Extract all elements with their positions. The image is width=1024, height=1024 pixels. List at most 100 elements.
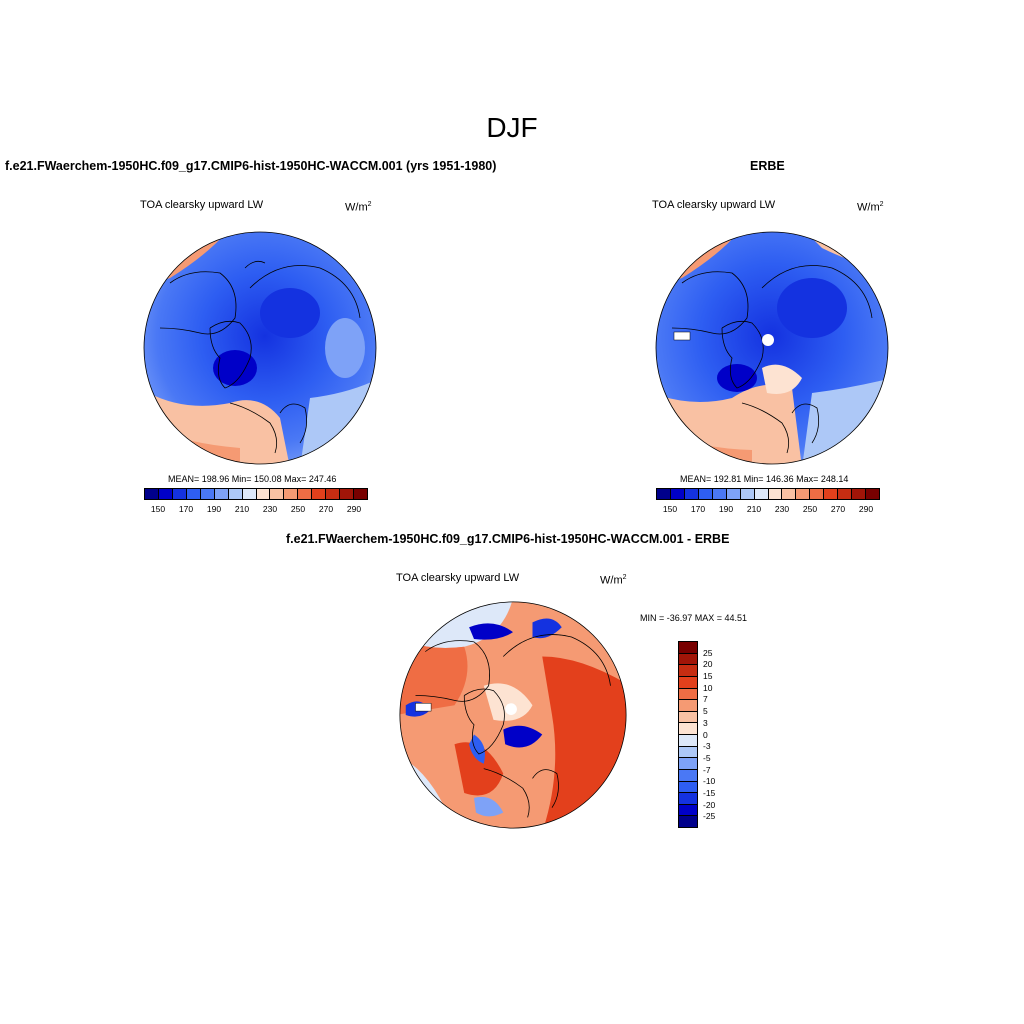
panel3-colorbar-tick-label: -25 (703, 811, 716, 822)
panel1-variable-label: TOA clearsky upward LW (140, 199, 264, 211)
panel2-colorbar-swatch (866, 489, 879, 499)
panel1-colorbar-tick-label: 190 (206, 504, 222, 514)
panel1-colorbar-swatch (312, 489, 327, 499)
panel3-colorbar-swatches (678, 641, 698, 828)
panel2-colorbar-swatch (852, 489, 867, 499)
panel3-colorbar-swatch (679, 700, 697, 712)
panel3-colorbar-tick-label: -3 (703, 741, 711, 752)
panel1-title: f.e21.FWaerchem-1950HC.f09_g17.CMIP6-his… (5, 159, 497, 173)
panel3-variable-label: TOA clearsky upward LW (396, 572, 520, 584)
panel1-colorbar-swatch (354, 489, 367, 499)
panel2-variable-label: TOA clearsky upward LW (652, 199, 776, 211)
panel1-colorbar-swatch (214, 489, 229, 499)
panel1-colorbar-tick-label: 150 (150, 504, 166, 514)
panel2-colorbar-swatch (796, 489, 811, 499)
panel2-colorbar-swatch (810, 489, 825, 499)
panel3-colorbar-labels: 25 20 15 10 7 5 3 0 -3 -5 -7 -10 -15 -20 -25 (703, 641, 743, 828)
panel3-colorbar-swatch (679, 781, 697, 794)
panel2-missing-pole (762, 334, 774, 346)
panel3-colorbar-tick-label: 7 (703, 694, 708, 705)
panel2-colorbar-swatch (740, 489, 755, 499)
panel3-polar-map (399, 601, 627, 829)
panel2-colorbar-swatch (657, 489, 671, 499)
panel2-colorbar: 150 170 190 210 230 250 270 290 (656, 488, 880, 516)
panel1-colorbar-swatch (145, 489, 159, 499)
panel2-colorbar-swatch (698, 489, 713, 499)
panel2-colorbar-tick-label: 190 (718, 504, 734, 514)
panel2-polar-map (655, 231, 889, 465)
panel3-colorbar-swatch (679, 746, 697, 759)
panel3-colorbar-swatch (679, 804, 697, 817)
panel3-title: f.e21.FWaerchem-1950HC.f09_g17.CMIP6-his… (286, 532, 730, 546)
panel2-colorbar-tick-label: 290 (858, 504, 874, 514)
panel1-colorbar-tick-label: 170 (178, 504, 194, 514)
panel1-colorbar-swatch (186, 489, 201, 499)
panel2-colorbar-tick-label: 210 (746, 504, 762, 514)
panel1-colorbar-swatch (242, 489, 257, 499)
panel2-colorbar-swatch (726, 489, 741, 499)
panel1-colorbar-swatch (326, 489, 341, 499)
panel3-colorbar-tick-label: -10 (703, 776, 716, 787)
panel2-colorbar-tick-label: 170 (690, 504, 706, 514)
panel1-colorbar-swatch (228, 489, 243, 499)
panel3-colorbar-tick-label: 10 (703, 682, 713, 693)
panel1-units: W/m2 (345, 201, 372, 214)
panel1-colorbar-swatch (158, 489, 173, 499)
panel2-colorbar-swatch (754, 489, 769, 499)
panel1-colorbar-tick-label: 290 (346, 504, 362, 514)
panel2-colorbar-tick-label: 150 (662, 504, 678, 514)
panel3-colorbar-swatch (679, 816, 697, 827)
panel3-colorbar-tick-label: 3 (703, 717, 708, 728)
panel2-title: ERBE (750, 159, 785, 173)
panel2-colorbar-swatch (838, 489, 853, 499)
panel1-stats: MEAN= 198.96 Min= 150.08 Max= 247.46 (168, 474, 337, 484)
panel3-colorbar-swatch (679, 665, 697, 677)
panel2-stats: MEAN= 192.81 Min= 146.36 Max= 248.14 (680, 474, 849, 484)
panel1-colorbar-swatch (270, 489, 285, 499)
panel1-colorbar-tick-label: 270 (318, 504, 334, 514)
panel3-colorbar-tick-label: -15 (703, 787, 716, 798)
panel3-colorbar-tick-label: 25 (703, 647, 713, 658)
panel3-stats: MIN = -36.97 MAX = 44.51 (640, 613, 748, 623)
panel3-colorbar-swatch (679, 688, 697, 701)
panel1-colorbar-swatch (172, 489, 187, 499)
panel2-colorbar-swatch (670, 489, 685, 499)
panel3-colorbar-swatch (679, 653, 697, 666)
panel2-colorbar-swatch (712, 489, 727, 499)
panel1-colorbar-swatch (256, 489, 271, 499)
panel3-colorbar-swatch (679, 735, 697, 747)
panel3-units: W/m2 (600, 574, 627, 587)
panel2-units: W/m2 (857, 201, 884, 214)
panel3-colorbar-tick-label: 5 (703, 706, 708, 717)
panel1-colorbar-swatch (284, 489, 299, 499)
panel3-colorbar: 25 20 15 10 7 5 3 0 -3 -5 -7 -10 -15 -20 -25 (678, 641, 758, 828)
panel3-colorbar-tick-label: 15 (703, 671, 713, 682)
panel2-colorbar-tick-label: 230 (774, 504, 790, 514)
panel1-colorbar-tick-label: 210 (234, 504, 250, 514)
main-title: DJF (486, 112, 538, 143)
panel3-colorbar-swatch (679, 711, 697, 724)
panel1-colorbar-tick-label: 250 (290, 504, 306, 514)
panel3-colorbar-tick-label: 0 (703, 729, 708, 740)
panel1-colorbar-labels: 150 170 190 210 230 250 270 290 (144, 504, 368, 516)
panel1-colorbar-swatches (144, 488, 368, 500)
panel3-colorbar-swatch (679, 758, 697, 770)
panel1-colorbar: 150 170 190 210 230 250 270 290 (144, 488, 368, 516)
panel2-colorbar-tick-label: 270 (830, 504, 846, 514)
panel3-colorbar-swatch (679, 642, 697, 654)
panel3-colorbar-swatch (679, 793, 697, 805)
panel3-colorbar-tick-label: -7 (703, 764, 711, 775)
panel3-colorbar-swatch (679, 676, 697, 689)
panel1-colorbar-swatch (298, 489, 313, 499)
panel1-colorbar-swatch (200, 489, 215, 499)
panel3-colorbar-swatch (679, 723, 697, 735)
panel1-colorbar-tick-label: 230 (262, 504, 278, 514)
panel3-colorbar-tick-label: 20 (703, 659, 713, 670)
panel3-colorbar-swatch (679, 769, 697, 782)
panel3-colorbar-tick-label: -20 (703, 799, 716, 810)
panel2-colorbar-swatches (656, 488, 880, 500)
panel1-colorbar-swatch (340, 489, 355, 499)
panel2-colorbar-tick-label: 250 (802, 504, 818, 514)
panel2-colorbar-swatch (684, 489, 699, 499)
panel3-colorbar-tick-label: -5 (703, 752, 711, 763)
